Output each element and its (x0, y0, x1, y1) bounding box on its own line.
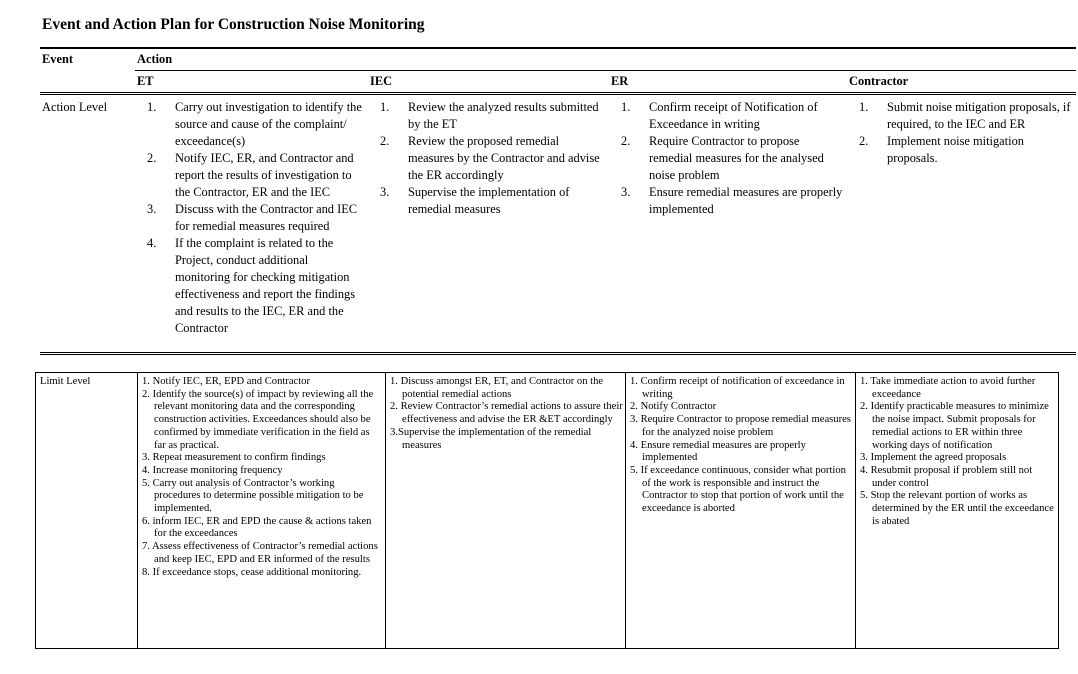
limit-level-et-list: 1. Notify IEC, ER, EPD and Contractor 2. … (142, 376, 383, 579)
action-level-et-cell: 1. Carry out investigation to identify th… (135, 93, 368, 355)
col-header-action: Action (135, 48, 1077, 71)
action-level-contractor-list: 1. Submit noise mitigation proposals, if … (849, 99, 1072, 167)
action-table-header-row-1: Event Action (40, 48, 1077, 71)
limit-level-row: Limit Level 1. Notify IEC, ER, EPD and C… (35, 372, 1059, 649)
list-item: 2. Review Contractor’s remedial actions … (390, 401, 623, 426)
list-item: 1. Take immediate action to avoid furthe… (860, 376, 1036, 400)
action-level-et-list: 1. Carry out investigation to identify th… (137, 99, 364, 337)
list-item: 5. Carry out analysis of Contractor’s wo… (142, 477, 364, 515)
col-header-event: Event (42, 52, 73, 66)
list-item: 3. Ensure remedial measures are properly … (621, 185, 843, 216)
list-item: 4. If the complaint is related to the Pro… (147, 236, 356, 335)
list-item: 8. If exceedance stops, cease additional… (142, 566, 362, 578)
list-item: 5. If exceedance continuous, consider wh… (630, 464, 846, 515)
list-item: 2. Implement noise mitigation proposals. (859, 134, 1024, 165)
row-label-limit-level: Limit Level (35, 372, 138, 649)
limit-level-contractor-list: 1. Take immediate action to avoid furthe… (860, 376, 1056, 528)
limit-level-et-cell: 1. Notify IEC, ER, EPD and Contractor 2. … (137, 372, 386, 649)
list-item: 3. Require Contractor to propose remedia… (630, 414, 851, 438)
action-level-er-list: 1. Confirm receipt of Notification of Exc… (611, 99, 843, 218)
limit-level-table: Limit Level 1. Notify IEC, ER, EPD and C… (35, 372, 1059, 649)
action-table-header-row-2: ET IEC ER Contractor (40, 70, 1077, 95)
col-header-iec: IEC (368, 70, 609, 95)
list-item: 1. Confirm receipt of notification of ex… (630, 376, 845, 400)
list-item: 7. Assess effectiveness of Contractor’s … (142, 541, 378, 565)
list-item: 3.Supervise the implementation of the re… (390, 426, 592, 451)
list-item: 5. Stop the relevant portion of works as… (860, 490, 1054, 527)
list-item: 2. Notify Contractor (630, 401, 717, 413)
limit-level-er-list: 1. Confirm receipt of notification of ex… (630, 376, 853, 516)
list-item: 4. Ensure remedial measures are properly… (630, 439, 806, 464)
list-item: 1. Notify IEC, ER, EPD and Contractor (142, 376, 311, 387)
action-level-iec-cell: 1. Review the analyzed results submitted … (368, 93, 609, 355)
page-title: Event and Action Plan for Construction N… (42, 16, 425, 33)
list-item: 1. Discuss amongst ER, ET, and Contracto… (390, 376, 604, 400)
list-item: 1. Carry out investigation to identify th… (147, 100, 362, 148)
col-header-er: ER (609, 70, 847, 95)
list-item: 3. Supervise the implementation of remedi… (380, 185, 570, 216)
action-level-contractor-cell: 1. Submit noise mitigation proposals, if … (847, 93, 1077, 355)
list-item: 1. Confirm receipt of Notification of Exc… (621, 100, 818, 131)
list-item: 2. Notify IEC, ER, and Contractor and rep… (147, 151, 354, 199)
col-header-et: ET (135, 70, 368, 95)
limit-level-er-cell: 1. Confirm receipt of notification of ex… (625, 372, 856, 649)
list-item: 2. Require Contractor to propose remedial… (621, 134, 824, 182)
action-level-row: Action Level 1. Carry out investigation t… (40, 93, 1077, 355)
col-header-contractor: Contractor (847, 70, 1077, 95)
list-item: 2. Identify practicable measures to mini… (860, 401, 1049, 451)
list-item: 1. Review the analyzed results submitted … (380, 100, 599, 131)
action-level-iec-list: 1. Review the analyzed results submitted … (370, 99, 605, 218)
limit-level-contractor-cell: 1. Take immediate action to avoid furthe… (855, 372, 1059, 649)
list-item: 2. Identify the source(s) of impact by r… (142, 388, 374, 451)
limit-level-iec-cell: 1. Discuss amongst ER, ET, and Contracto… (385, 372, 626, 649)
list-item: 1. Submit noise mitigation proposals, if … (859, 100, 1071, 131)
list-item: 6. inform IEC, ER and EPD the cause & ac… (142, 515, 372, 540)
action-level-table: Event Action ET IEC ER Contractor Action… (40, 47, 1077, 355)
list-item: 3. Implement the agreed proposals (860, 452, 1007, 464)
list-item: 3. Discuss with the Contractor and IEC fo… (147, 202, 358, 233)
list-item: 3. Repeat measurement to confirm finding… (142, 452, 326, 464)
row-label-action-level: Action Level (40, 93, 135, 355)
limit-level-iec-list: 1. Discuss amongst ER, ET, and Contracto… (390, 376, 623, 452)
action-level-er-cell: 1. Confirm receipt of Notification of Exc… (609, 93, 847, 355)
list-item: 4. Increase monitoring frequency (142, 464, 283, 476)
list-item: 2. Review the proposed remedial measures … (380, 134, 600, 182)
header-spacer-cell (40, 70, 135, 95)
list-item: 4. Resubmit proposal if problem still no… (860, 464, 1033, 489)
